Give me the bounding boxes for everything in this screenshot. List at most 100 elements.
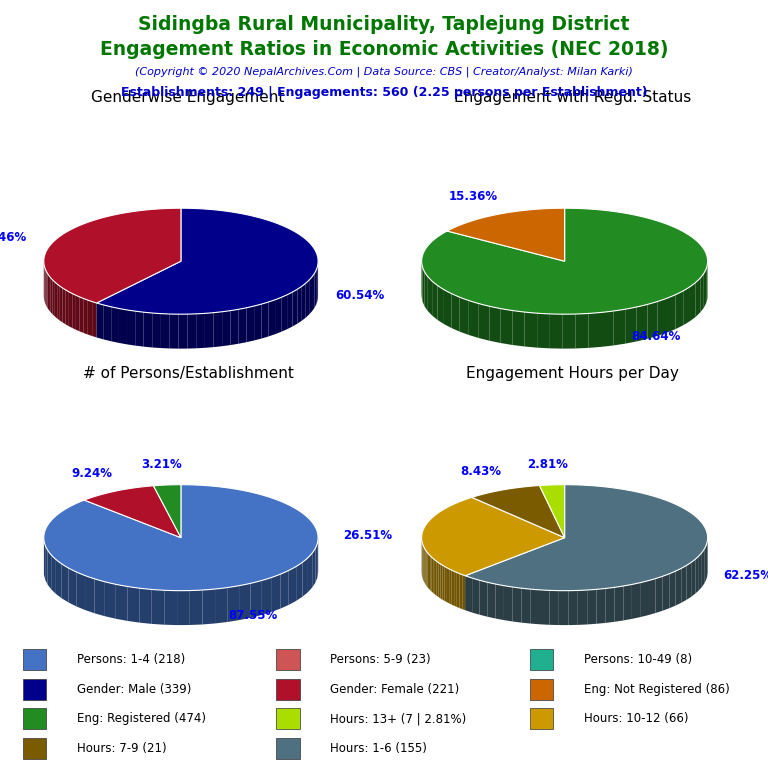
Polygon shape [46,271,48,308]
Polygon shape [430,556,432,591]
Polygon shape [135,311,144,346]
Polygon shape [127,587,139,623]
Polygon shape [72,293,76,329]
Polygon shape [239,584,250,620]
Polygon shape [632,583,641,619]
Polygon shape [537,313,550,349]
Text: 3.21%: 3.21% [141,458,182,472]
Polygon shape [479,581,488,617]
Polygon shape [690,283,696,321]
Polygon shape [504,586,513,621]
Polygon shape [428,553,429,589]
Polygon shape [549,591,559,625]
Text: Persons: 1-4 (218): Persons: 1-4 (218) [77,654,185,667]
Text: 8.43%: 8.43% [460,465,501,478]
Polygon shape [261,578,271,615]
Polygon shape [691,559,695,597]
Polygon shape [196,313,205,349]
Polygon shape [48,550,51,589]
Text: 39.46%: 39.46% [0,231,27,244]
Polygon shape [53,280,55,316]
Polygon shape [303,558,308,597]
Polygon shape [465,576,472,613]
Polygon shape [550,314,563,349]
Polygon shape [578,590,588,625]
Polygon shape [576,313,588,349]
Polygon shape [190,590,203,625]
Polygon shape [465,485,707,591]
Polygon shape [92,302,97,337]
Polygon shape [65,290,69,326]
Polygon shape [45,545,48,584]
Polygon shape [104,305,111,341]
Polygon shape [478,303,489,341]
Polygon shape [69,292,72,328]
Polygon shape [444,290,452,328]
Polygon shape [119,309,127,344]
Polygon shape [97,303,104,339]
Polygon shape [214,312,222,347]
Polygon shape [442,565,445,601]
Text: 84.64%: 84.64% [631,329,681,343]
Polygon shape [281,295,287,332]
Polygon shape [44,485,318,591]
Bar [530,679,553,700]
Polygon shape [316,266,317,305]
Polygon shape [489,306,501,343]
Polygon shape [84,299,88,335]
Polygon shape [447,208,564,261]
Polygon shape [435,560,437,596]
Bar [530,650,553,670]
Polygon shape [663,574,670,611]
Text: Hours: 7-9 (21): Hours: 7-9 (21) [77,742,167,755]
Polygon shape [706,542,707,580]
Polygon shape [449,569,452,604]
Polygon shape [641,581,648,617]
Text: (Copyright © 2020 NepalArchives.Com | Data Source: CBS | Creator/Analyst: Milan : (Copyright © 2020 NepalArchives.Com | Da… [135,66,633,77]
Polygon shape [297,286,302,323]
Polygon shape [230,310,239,345]
Polygon shape [49,276,51,313]
Polygon shape [306,280,310,318]
Polygon shape [76,295,80,331]
Bar [23,708,46,730]
Polygon shape [597,588,606,624]
Polygon shape [606,588,614,623]
Polygon shape [44,541,45,580]
Polygon shape [152,313,161,348]
Polygon shape [432,281,438,320]
Polygon shape [222,310,230,346]
Bar [276,738,300,759]
Polygon shape [76,572,85,610]
Polygon shape [425,550,426,586]
Polygon shape [254,304,261,340]
Polygon shape [670,571,676,608]
Polygon shape [588,313,601,348]
Polygon shape [441,564,442,600]
Polygon shape [452,293,459,332]
Polygon shape [316,544,317,583]
Text: 15.36%: 15.36% [449,190,498,203]
Polygon shape [55,282,57,319]
Polygon shape [80,297,84,333]
Polygon shape [280,571,289,608]
Polygon shape [48,273,49,310]
Polygon shape [637,304,647,342]
Text: 2.81%: 2.81% [527,458,568,472]
Polygon shape [215,588,227,624]
Polygon shape [302,283,306,321]
Polygon shape [614,586,624,622]
Polygon shape [250,581,261,617]
Polygon shape [624,584,632,621]
Bar [276,679,300,700]
Polygon shape [116,584,127,621]
Polygon shape [275,297,281,334]
Title: Engagement with Regd. Status: Engagement with Regd. Status [454,90,690,105]
Polygon shape [63,288,65,324]
Polygon shape [317,538,318,578]
Polygon shape [97,208,318,314]
Polygon shape [472,578,479,614]
Polygon shape [45,270,46,306]
Polygon shape [437,561,439,597]
Bar [23,738,46,759]
